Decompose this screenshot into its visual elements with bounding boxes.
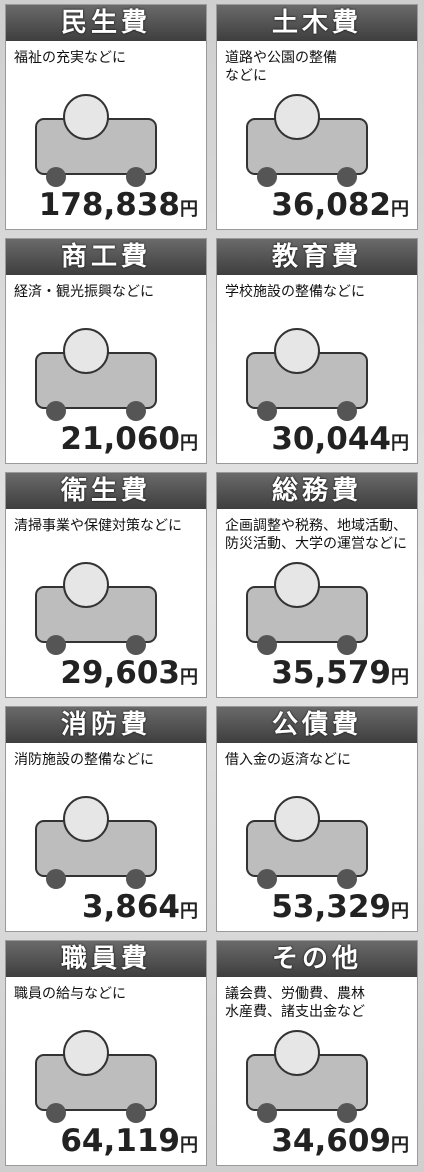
illustration — [35, 328, 157, 421]
amount-number: 64,119 — [60, 1123, 180, 1159]
amount: 64,119円 — [60, 1123, 198, 1159]
amount: 3,864円 — [82, 889, 198, 925]
amount: 53,329円 — [271, 889, 409, 925]
card-title: 総務費 — [217, 473, 417, 509]
card-title: 消防費 — [6, 707, 206, 743]
card-description: 道路や公園の整備 などに — [225, 50, 337, 84]
card-title: 土木費 — [217, 5, 417, 41]
illustration — [246, 562, 368, 655]
amount-number: 21,060 — [60, 421, 180, 457]
amount-number: 3,864 — [81, 889, 180, 925]
amount-unit: 円 — [180, 433, 198, 454]
amount-unit: 円 — [180, 199, 198, 220]
illustration — [35, 562, 157, 655]
card: 消防費消防施設の整備などに 3,864円 — [5, 706, 207, 932]
amount-number: 34,609 — [271, 1123, 391, 1159]
card: 職員費職員の給与などに 64,119円 — [5, 940, 207, 1166]
card-title: 教育費 — [217, 239, 417, 275]
card: 民生費福祉の充実などに 178,838円 — [5, 4, 207, 230]
card-description: 経済・観光振興などに — [14, 284, 154, 300]
card: 総務費企画調整や税務、地域活動、 防災活動、大学の運営などに 35,579円 — [216, 472, 418, 698]
amount-unit: 円 — [391, 433, 409, 454]
amount-unit: 円 — [180, 901, 198, 922]
amount: 29,603円 — [60, 655, 198, 691]
card-description: 清掃事業や保健対策などに — [14, 518, 182, 534]
amount-number: 53,329 — [271, 889, 391, 925]
card-title: 衛生費 — [6, 473, 206, 509]
amount: 35,579円 — [271, 655, 409, 691]
amount-unit: 円 — [391, 667, 409, 688]
amount-number: 36,082 — [271, 187, 391, 223]
card-title: 公債費 — [217, 707, 417, 743]
amount-unit: 円 — [180, 667, 198, 688]
card-description: 福祉の充実などに — [14, 50, 126, 66]
amount-number: 29,603 — [60, 655, 180, 691]
card: その他議会費、労働費、農林 水産費、諸支出金など 34,609円 — [216, 940, 418, 1166]
amount-unit: 円 — [391, 199, 409, 220]
amount: 36,082円 — [271, 187, 409, 223]
card-description: 企画調整や税務、地域活動、 防災活動、大学の運営などに — [225, 518, 407, 552]
card: 教育費学校施設の整備などに 30,044円 — [216, 238, 418, 464]
amount-number: 178,838 — [38, 187, 180, 223]
illustration — [246, 94, 368, 187]
amount-unit: 円 — [391, 1135, 409, 1156]
card-title: その他 — [217, 941, 417, 977]
card-title: 職員費 — [6, 941, 206, 977]
card-title: 民生費 — [6, 5, 206, 41]
amount-unit: 円 — [391, 901, 409, 922]
amount: 34,609円 — [271, 1123, 409, 1159]
amount: 30,044円 — [271, 421, 409, 457]
amount: 178,838円 — [39, 187, 198, 223]
card: 土木費道路や公園の整備 などに 36,082円 — [216, 4, 418, 230]
amount: 21,060円 — [60, 421, 198, 457]
card-description: 議会費、労働費、農林 水産費、諸支出金など — [225, 986, 365, 1020]
card: 衛生費清掃事業や保健対策などに 29,603円 — [5, 472, 207, 698]
illustration — [35, 796, 157, 889]
amount-unit: 円 — [180, 1135, 198, 1156]
amount-number: 30,044 — [271, 421, 391, 457]
illustration — [246, 328, 368, 421]
illustration — [35, 1030, 157, 1123]
amount-number: 35,579 — [271, 655, 391, 691]
illustration — [246, 796, 368, 889]
card-description: 借入金の返済などに — [225, 752, 351, 768]
card-description: 消防施設の整備などに — [14, 752, 154, 768]
card-title: 商工費 — [6, 239, 206, 275]
card-description: 職員の給与などに — [14, 986, 126, 1002]
illustration — [246, 1030, 368, 1123]
card-description: 学校施設の整備などに — [225, 284, 365, 300]
card: 商工費経済・観光振興などに 21,060円 — [5, 238, 207, 464]
illustration — [35, 94, 157, 187]
card: 公債費借入金の返済などに 53,329円 — [216, 706, 418, 932]
